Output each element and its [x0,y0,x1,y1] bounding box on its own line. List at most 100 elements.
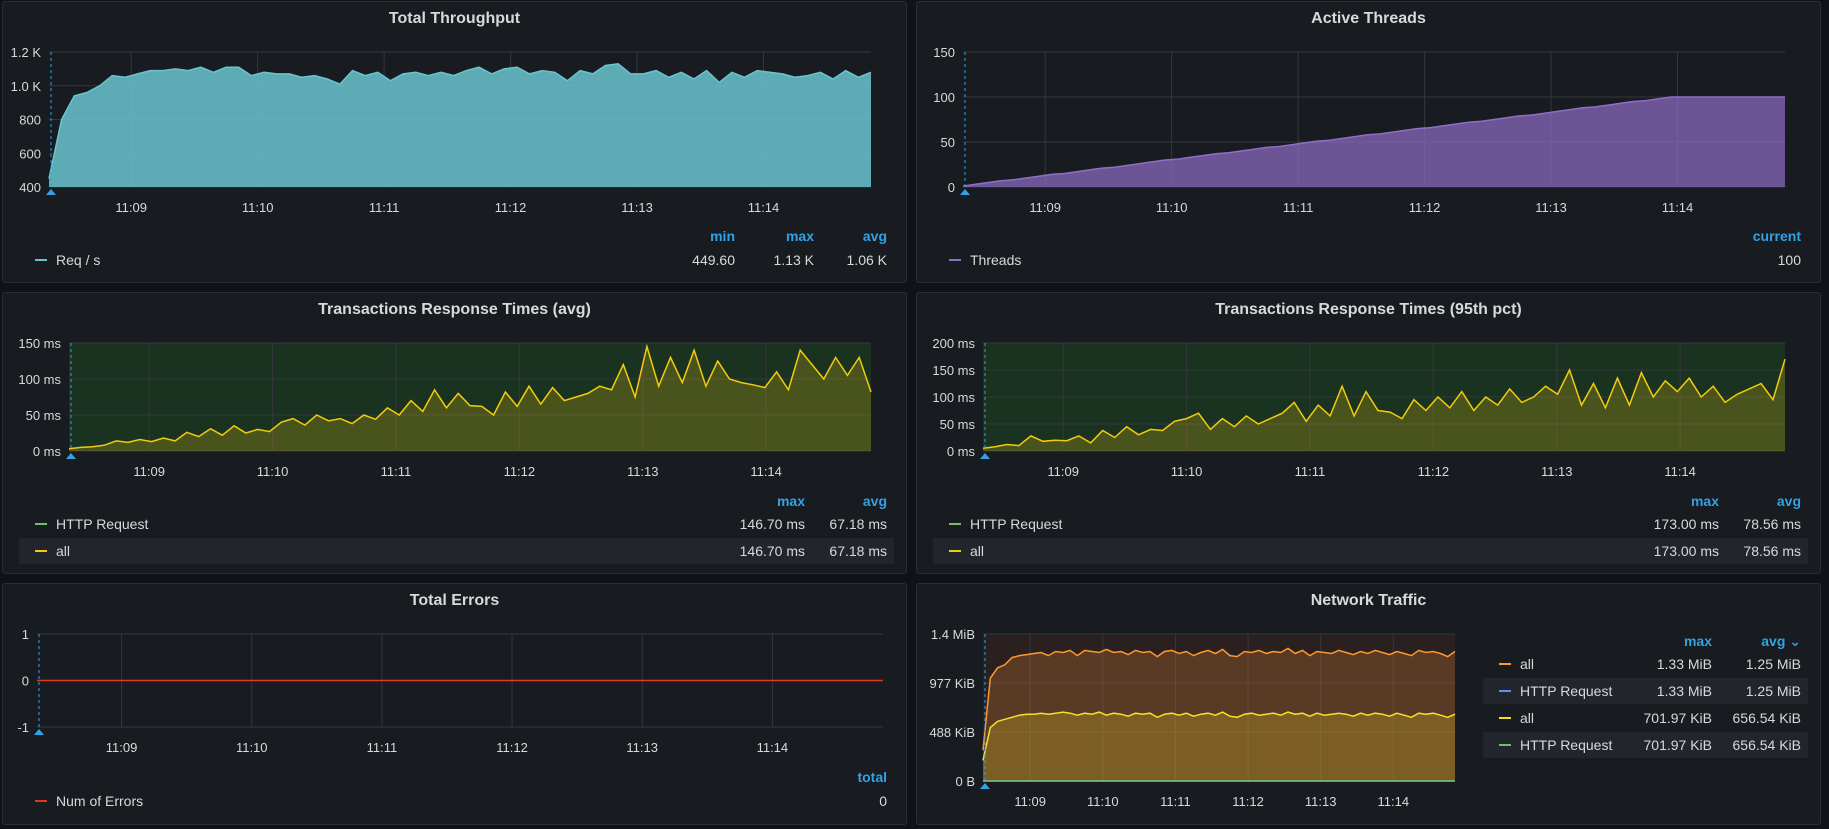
panel-title[interactable]: Active Threads [1311,10,1426,27]
series-name: HTTP Request [970,516,1063,532]
legend-row[interactable]: Num of Errors 0 [19,788,894,814]
legend-header: total [19,769,887,787]
legend-value-avg: 1.25 MiB [1745,683,1801,699]
series-area [49,63,871,187]
threads-chart[interactable]: 0 50 100 150 11:09 11:10 11:11 11:12 11:13 11:14 [917,2,1822,284]
response-avg-chart[interactable]: 0 ms 50 ms 100 ms 150 ms 11:09 11:10 11:11 11:1… [3,293,908,575]
network-chart[interactable]: 0 B 488 KiB 977 KiB 1.4 MiB 11:09 11:10 11:11 1… [917,584,1822,826]
legend-value-avg: 67.18 ms [829,543,887,559]
annotation-marker-icon[interactable] [34,729,44,735]
response-95th-chart[interactable]: 0 ms 50 ms 100 ms 150 ms 200 ms 11:09 11:10 11:… [917,293,1822,575]
annotation-marker-icon[interactable] [980,783,990,789]
x-tick-label: 11:12 [1409,200,1441,215]
legend-row[interactable]: all 146.70 ms 67.18 ms [19,538,894,564]
x-tick-label: 11:11 [367,740,398,755]
legend-header-min[interactable]: min [710,228,735,244]
x-tick-label: 11:09 [106,740,138,755]
series-name: HTTP Request [1520,737,1613,753]
annotation-marker-icon[interactable] [960,189,970,195]
legend-header-avg[interactable]: avg [862,228,887,244]
x-tick-label: 11:11 [369,200,400,215]
legend-value-avg: 78.56 ms [1743,516,1801,532]
legend-header: current [933,228,1801,246]
x-tick-label: 11:14 [748,200,780,215]
y-tick-label: 100 ms [18,372,61,387]
legend-value-avg: 1.06 K [846,252,887,268]
legend-row[interactable]: all 701.97 KiB 656.54 KiB [1483,705,1808,731]
x-tick-label: 11:11 [381,464,412,479]
throughput-chart[interactable]: 400 600 800 1.0 K 1.2 K 11:09 11:10 11:11 11:12 1… [3,2,908,284]
legend-value-max: 173.00 ms [1653,543,1719,559]
legend-header-avg[interactable]: avg ⌄ [1761,633,1801,649]
y-tick-label: 0 [948,180,955,195]
series-swatch [1499,744,1511,746]
legend-row[interactable]: Req / s 449.60 1.13 K 1.06 K [19,247,894,273]
series-swatch [35,259,47,261]
y-tick-label: 100 ms [932,390,975,405]
panel-title[interactable]: Total Throughput [388,10,521,27]
legend-value-min: 449.60 [692,252,735,268]
legend-value-max: 701.97 KiB [1643,710,1713,726]
series-swatch [35,550,47,552]
series-name: all [1520,656,1535,672]
y-tick-label: 50 ms [26,408,62,423]
legend-row[interactable]: HTTP Request 1.33 MiB 1.25 MiB [1483,678,1808,704]
legend-row[interactable]: Threads 100 [933,247,1808,273]
legend-header-max[interactable]: max [1683,633,1712,649]
annotation-marker-icon[interactable] [980,453,990,459]
x-tick-label: 11:11 [1295,464,1326,479]
series-name: all [970,543,985,559]
y-tick-label: 1.2 K [11,45,42,60]
y-tick-label: 0 [22,674,29,689]
panel-active-threads: Active Threads 0 50 100 150 11:09 11:10 11:11 1… [916,1,1821,283]
series-line [982,711,1456,761]
series-line [982,647,1456,751]
panel-title[interactable]: Total Errors [409,592,500,609]
y-tick-label: 600 [19,146,41,161]
x-tick-label: 11:12 [496,740,528,755]
series-area [963,97,1785,187]
y-tick-label: 1.0 K [11,79,42,94]
legend-value-max: 146.70 ms [739,543,805,559]
x-tick-label: 11:14 [757,740,789,755]
legend-header-total[interactable]: total [857,769,887,785]
series-line [68,343,872,450]
legend-header-avg[interactable]: avg [862,493,887,509]
legend-row[interactable]: all 173.00 ms 78.56 ms [933,538,1808,564]
x-tick-label: 11:14 [1664,464,1696,479]
x-tick-label: 11:11 [1160,794,1191,809]
annotation-marker-icon[interactable] [66,453,76,459]
legend-row[interactable]: HTTP Request 146.70 ms 67.18 ms [19,511,894,537]
panel-title[interactable]: Transactions Response Times (95th pct) [1215,301,1522,318]
legend-header-max[interactable]: max [1690,493,1719,509]
panel-response-times-95th: Transactions Response Times (95th pct) 0… [916,292,1821,574]
series-swatch [949,259,961,261]
legend-value-avg: 1.25 MiB [1745,656,1801,672]
panel-title[interactable]: Network Traffic [1310,592,1427,609]
legend-header-avg[interactable]: avg [1776,493,1801,509]
legend-header: max avg ⌄ [1483,633,1801,651]
legend-header-max[interactable]: max [776,493,805,509]
legend-value-max: 701.97 KiB [1643,737,1713,753]
legend-row[interactable]: HTTP Request 701.97 KiB 656.54 KiB [1483,732,1808,758]
series-name: Req / s [56,252,101,268]
series-name: Num of Errors [56,793,144,809]
legend-header: max avg [933,493,1801,511]
legend-row[interactable]: HTTP Request 173.00 ms 78.56 ms [933,511,1808,537]
x-tick-label: 11:11 [1283,200,1314,215]
x-tick-label: 11:13 [1535,200,1567,215]
legend-row[interactable]: all 1.33 MiB 1.25 MiB [1483,651,1808,677]
legend-value-max: 1.33 MiB [1656,683,1712,699]
y-tick-label: 977 KiB [929,676,975,691]
x-tick-label: 11:10 [236,740,268,755]
panel-response-times-avg: Transactions Response Times (avg) 0 ms 50… [2,292,907,574]
errors-chart[interactable]: -1 0 1 11:09 11:10 11:11 11:12 11:13 11:14 [3,584,908,826]
annotation-marker-icon[interactable] [46,189,56,195]
legend-header-current[interactable]: current [1752,228,1801,244]
series-name: Threads [970,252,1022,268]
x-tick-label: 11:09 [1029,200,1061,215]
panel-title[interactable]: Transactions Response Times (avg) [318,301,591,318]
x-tick-label: 11:14 [1662,200,1694,215]
y-tick-label: 400 [19,180,41,195]
legend-header-max[interactable]: max [785,228,814,244]
